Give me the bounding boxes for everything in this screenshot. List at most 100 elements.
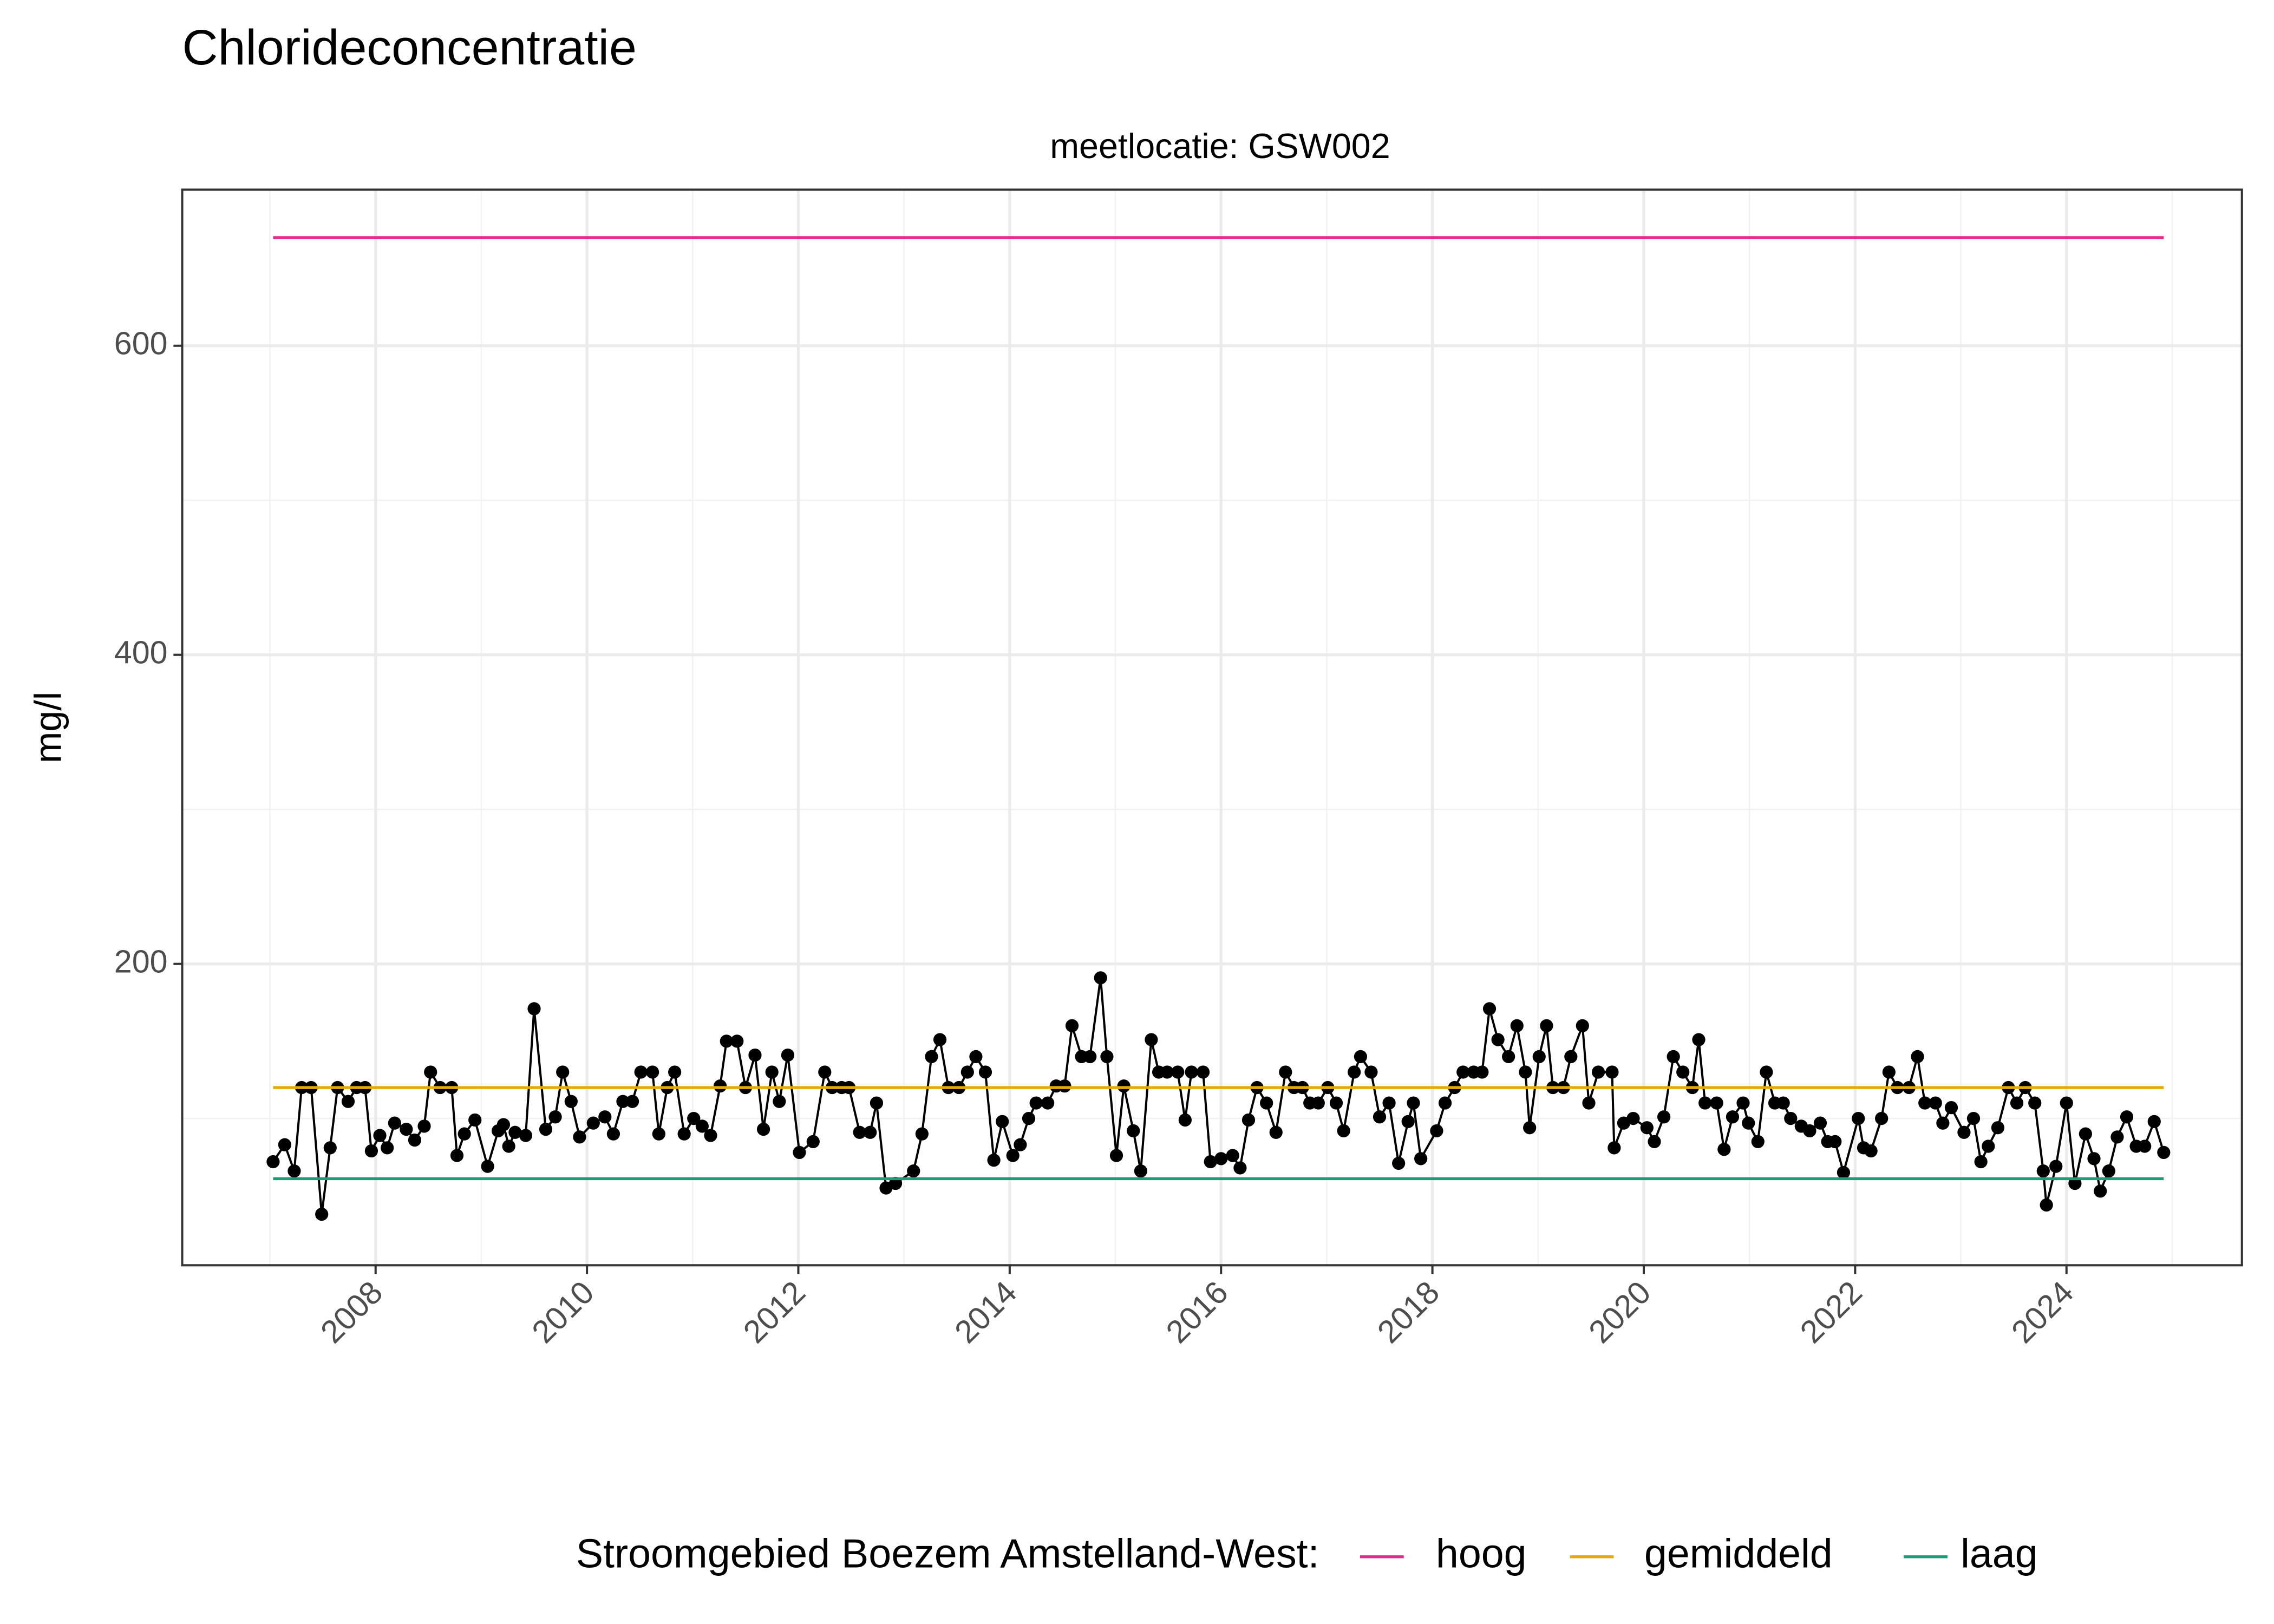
data-point <box>341 1095 355 1108</box>
data-point <box>695 1119 709 1133</box>
data-point <box>1828 1135 1842 1149</box>
data-point <box>1100 1050 1114 1064</box>
data-point <box>987 1154 1001 1167</box>
data-point <box>1373 1110 1387 1124</box>
data-point <box>1966 1111 1981 1125</box>
data-point <box>1640 1121 1654 1135</box>
data-point <box>1944 1101 1958 1115</box>
data-point <box>1784 1111 1798 1125</box>
data-point <box>1717 1143 1731 1156</box>
data-point <box>1127 1124 1140 1138</box>
data-point <box>278 1138 291 1151</box>
data-point <box>1456 1065 1470 1079</box>
data-point <box>793 1145 806 1160</box>
data-point <box>1974 1155 1988 1169</box>
data-point <box>2049 1160 2063 1173</box>
y-tick-label: 200 <box>114 943 168 979</box>
data-point <box>1667 1050 1680 1064</box>
data-point <box>502 1140 515 1153</box>
data-point <box>1751 1135 1765 1149</box>
data-point <box>933 1033 947 1046</box>
data-point <box>1803 1124 1816 1138</box>
data-point <box>556 1065 570 1079</box>
data-point <box>373 1129 387 1142</box>
data-point <box>2120 1110 2134 1124</box>
data-point <box>1058 1079 1071 1093</box>
data-point <box>677 1127 691 1141</box>
data-point <box>508 1125 522 1139</box>
data-point <box>730 1034 744 1048</box>
data-point <box>2036 1164 2050 1178</box>
data-point <box>450 1149 464 1162</box>
data-point <box>1401 1115 1415 1128</box>
legend-label: hoog <box>1436 1531 1527 1576</box>
data-point <box>598 1110 612 1124</box>
data-point <box>1109 1149 1123 1162</box>
data-point <box>388 1116 401 1130</box>
data-point <box>1029 1096 1043 1110</box>
data-point <box>606 1127 620 1141</box>
data-point <box>1676 1065 1690 1079</box>
data-point <box>1776 1096 1790 1110</box>
data-point <box>1582 1096 1596 1110</box>
data-point <box>818 1065 832 1079</box>
data-point <box>1226 1149 1239 1162</box>
data-point <box>381 1141 394 1155</box>
data-point <box>364 1144 378 1158</box>
data-point <box>960 1065 974 1079</box>
data-point <box>870 1096 884 1110</box>
data-point <box>1698 1096 1712 1110</box>
data-point <box>539 1122 553 1136</box>
data-point <box>1608 1141 1621 1155</box>
data-point <box>1510 1019 1524 1032</box>
data-point <box>687 1111 701 1125</box>
data-point <box>1145 1033 1158 1046</box>
data-point <box>2079 1127 2093 1141</box>
data-point <box>287 1164 301 1178</box>
data-point <box>1591 1065 1605 1079</box>
data-point <box>1438 1096 1452 1110</box>
data-point <box>1279 1065 1292 1079</box>
data-point <box>646 1065 659 1079</box>
data-point <box>548 1110 562 1124</box>
data-point <box>1233 1161 1247 1175</box>
data-point <box>1014 1138 1027 1151</box>
data-point <box>1982 1140 1995 1153</box>
data-point <box>2138 1140 2152 1153</box>
data-point <box>1692 1033 1706 1046</box>
data-point <box>1094 971 1107 985</box>
y-tick-label: 400 <box>114 634 168 670</box>
data-point <box>1178 1113 1192 1127</box>
data-point <box>1329 1096 1343 1110</box>
data-point <box>2028 1096 2042 1110</box>
data-point <box>996 1115 1009 1128</box>
data-point <box>1991 1121 2004 1135</box>
data-point <box>2094 1184 2107 1198</box>
data-point <box>765 1065 779 1079</box>
data-point <box>1196 1065 1210 1079</box>
data-point <box>1083 1050 1097 1064</box>
data-point <box>400 1122 413 1136</box>
data-point <box>1882 1065 1896 1079</box>
data-point <box>806 1135 820 1149</box>
data-point <box>1576 1019 1589 1032</box>
data-point <box>1648 1135 1661 1149</box>
data-point <box>1540 1019 1553 1032</box>
data-point <box>853 1125 866 1139</box>
data-point <box>978 1065 992 1079</box>
data-point <box>323 1141 337 1155</box>
data-point <box>1957 1125 1971 1139</box>
data-point <box>1407 1096 1420 1110</box>
data-point <box>625 1095 639 1108</box>
data-point <box>652 1127 665 1141</box>
data-point <box>1532 1050 1546 1064</box>
data-point <box>1354 1050 1368 1064</box>
data-point <box>756 1122 770 1136</box>
data-point <box>1337 1124 1350 1138</box>
data-point <box>1564 1050 1578 1064</box>
data-point <box>1657 1110 1671 1124</box>
data-point <box>586 1116 600 1130</box>
data-point <box>2147 1115 2161 1128</box>
data-point <box>1430 1124 1443 1138</box>
